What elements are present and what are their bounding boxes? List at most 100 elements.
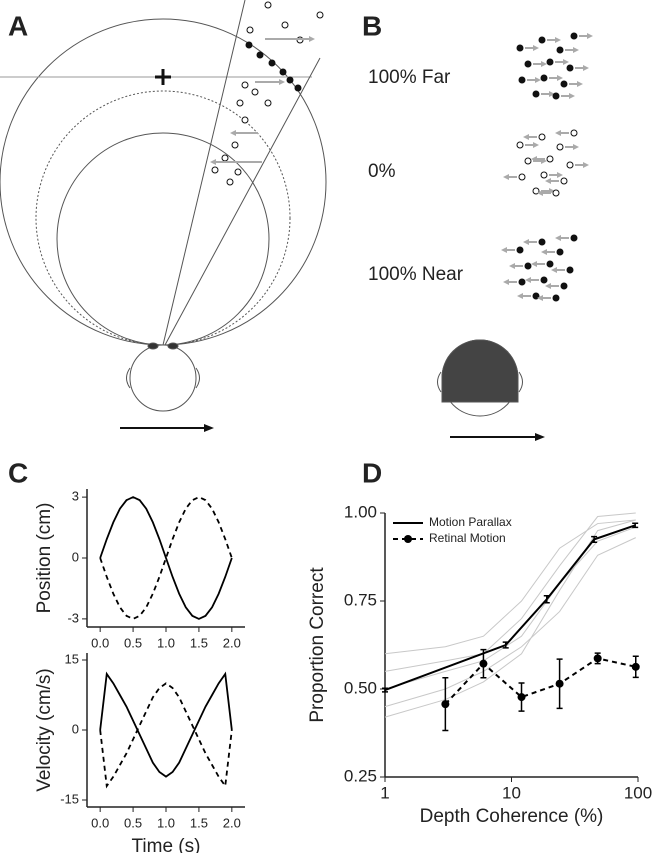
x-axis-label: Time (s) (132, 836, 201, 853)
legend-marker (404, 535, 412, 543)
dot (556, 46, 564, 54)
error-bar (632, 522, 639, 529)
motion-cue-head (503, 174, 509, 180)
motion-cue-head (501, 247, 507, 253)
motion-cue-head (537, 190, 543, 196)
motion-cue-head (577, 81, 583, 87)
motion-cue-head (541, 249, 547, 255)
dot (546, 260, 554, 268)
motion-cue-head (523, 239, 529, 245)
x-tick-label: 10 (502, 783, 521, 802)
x-tick-label: 2.0 (223, 635, 241, 650)
motion-cue-head (573, 47, 579, 53)
data-line (99, 496, 233, 620)
outer-circle (0, 18, 327, 346)
motion-cue-head (531, 156, 537, 162)
condition-label: 100% Far (368, 67, 451, 88)
y-tick-label: -3 (67, 610, 79, 625)
eye (167, 342, 179, 350)
data-point (631, 662, 640, 671)
dot (538, 133, 546, 141)
motion-cue-head (230, 130, 236, 136)
x-tick-label: 2.0 (223, 815, 241, 830)
dot (281, 21, 289, 29)
error-bar (591, 535, 598, 543)
dot (226, 178, 234, 186)
motion-cue-head (503, 279, 509, 285)
y-tick-label: 0.50 (344, 678, 377, 697)
dot (316, 11, 324, 19)
dot (540, 171, 548, 179)
condition-label: 100% Near (368, 264, 464, 285)
dot (516, 141, 524, 149)
data-line (99, 682, 233, 789)
dot (518, 278, 526, 286)
error-bar (382, 687, 388, 693)
data-line (384, 519, 636, 655)
dot (524, 60, 532, 68)
dot (570, 129, 578, 137)
arrow-head (204, 424, 214, 432)
dot (538, 36, 546, 44)
y-axis-label: Proportion Correct (307, 567, 328, 723)
data-point (441, 700, 450, 709)
dot (570, 32, 578, 40)
panel-a-diagram (0, 0, 327, 432)
motion-cue-head (535, 77, 541, 83)
data-line (99, 496, 233, 620)
dot (286, 76, 294, 84)
data-line (384, 524, 636, 691)
dot (540, 276, 548, 284)
dot (552, 189, 560, 197)
panel-label: D (362, 457, 382, 488)
dot (236, 99, 244, 107)
x-tick-label: 0.0 (91, 815, 109, 830)
fixation-cross (155, 69, 171, 85)
dot (251, 88, 259, 96)
dot (556, 248, 564, 256)
data-line (444, 657, 636, 705)
x-tick-label: 0.0 (91, 635, 109, 650)
x-tick-label: 1.5 (190, 635, 208, 650)
data-point (555, 679, 564, 688)
motion-cue-head (583, 65, 589, 71)
dot (241, 81, 249, 89)
dot (264, 1, 272, 9)
dot (540, 74, 548, 82)
motion-cue-head (545, 283, 551, 289)
dot (532, 187, 540, 195)
eye (147, 342, 159, 350)
fixation-circle (35, 90, 291, 346)
dot (245, 41, 253, 49)
data-point (593, 654, 602, 663)
motion-cue-head (531, 261, 537, 267)
dot (570, 234, 578, 242)
ear (126, 367, 131, 389)
legend-label: Retinal Motion (429, 531, 506, 545)
dot (211, 166, 219, 174)
y-axis-label: Position (cm) (34, 503, 55, 614)
motion-cue-head (549, 91, 555, 97)
dot (268, 59, 276, 67)
motion-cue-head (551, 267, 557, 273)
condition-label: 0% (368, 161, 396, 182)
x-tick-label: 1.0 (157, 635, 175, 650)
data-line (384, 537, 636, 708)
dot (560, 177, 568, 185)
dot (241, 116, 249, 124)
dot (538, 238, 546, 246)
dot (546, 58, 554, 66)
y-tick-label: 0.25 (344, 766, 377, 785)
panel-label: A (8, 10, 28, 41)
motion-cue-head (533, 45, 539, 51)
y-tick-label: 0 (72, 549, 79, 564)
dot (279, 68, 287, 76)
dot (256, 51, 264, 59)
motion-cue-head (509, 263, 515, 269)
panel-label: C (8, 457, 28, 488)
y-tick-label: 0 (72, 721, 79, 736)
motion-cue-head (583, 162, 589, 168)
motion-cue-head (545, 178, 551, 184)
motion-cue-head (555, 130, 561, 136)
